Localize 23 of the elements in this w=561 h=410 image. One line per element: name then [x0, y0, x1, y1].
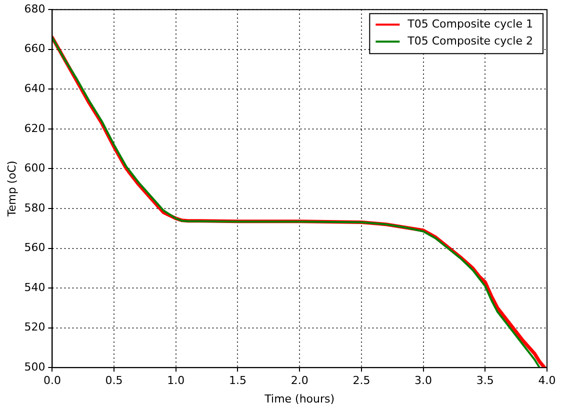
- x-axis-title: Time (hours): [264, 392, 335, 406]
- x-tick-label: 4.0: [538, 374, 556, 388]
- x-tick-label: 3.0: [414, 374, 432, 388]
- y-tick-label: 520: [24, 320, 46, 334]
- x-tick-label: 2.0: [290, 374, 308, 388]
- y-tick-label: 680: [24, 2, 46, 16]
- y-tick-label: 620: [24, 122, 46, 135]
- y-tick-label: 640: [24, 82, 46, 96]
- x-tick-label: 0.5: [105, 374, 123, 388]
- y-tick-label: 560: [24, 241, 46, 254]
- legend-label: T05 Composite cycle 2: [406, 34, 534, 48]
- legend-label: T05 Composite cycle 1: [406, 17, 534, 30]
- y-tick-label: 500: [24, 360, 46, 374]
- y-tick-label: 580: [24, 201, 46, 214]
- y-tick-label: 660: [24, 42, 46, 56]
- x-tick-label: 1.0: [167, 374, 185, 388]
- x-tick-label: 1.5: [228, 374, 246, 388]
- x-tick-label: 0.0: [43, 374, 61, 388]
- y-axis-title: Temp (oC): [5, 160, 18, 218]
- x-tick-label: 3.5: [476, 374, 494, 388]
- y-tick-label: 600: [24, 162, 46, 175]
- x-tick-label: 2.5: [352, 374, 370, 388]
- y-tick-label: 540: [24, 280, 46, 294]
